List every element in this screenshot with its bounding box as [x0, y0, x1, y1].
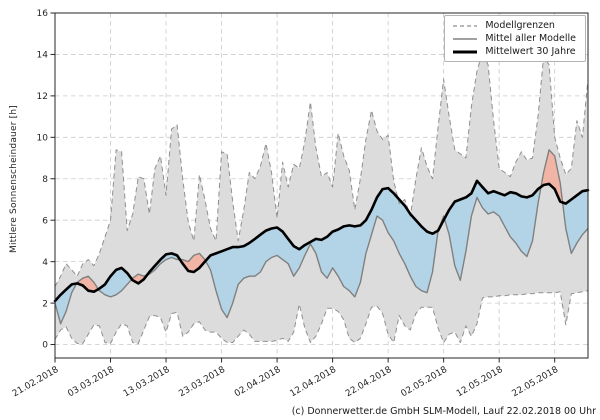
x-tick-label: 23.03.2018	[177, 365, 227, 400]
y-tick-label: 14	[37, 51, 49, 61]
legend-item-30y-mean: Mittelwert 30 Jahre	[452, 46, 576, 57]
x-tick-label: 22.05.2018	[511, 365, 561, 400]
x-tick-label: 02.04.2018	[233, 365, 283, 400]
copyright-caption: (c) Donnerwetter.de GmbH SLM-Modell, Lau…	[291, 406, 596, 417]
x-tick-label: 21.02.2018	[11, 365, 61, 400]
plot-border	[54, 12, 589, 359]
legend-item-model-mean: Mittel aller Modelle	[452, 33, 576, 44]
model-mean-line	[54, 149, 589, 325]
thick-line-swatch-icon	[453, 50, 478, 53]
x-tick-label: 03.03.2018	[66, 365, 116, 400]
x-tick-label: 22.04.2018	[344, 365, 394, 400]
legend-label: Mittel aller Modelle	[485, 33, 576, 44]
climate-mean-line	[53, 179, 590, 303]
below-normal-fill	[55, 180, 588, 324]
y-tick-label: 0	[42, 341, 48, 351]
legend-label: Mittelwert 30 Jahre	[485, 46, 576, 57]
legend: Modellgrenzen Mittel aller Modelle Mitte…	[444, 15, 586, 62]
y-tick-label: 10	[37, 134, 49, 144]
y-tick-label: 12	[37, 92, 48, 102]
x-tick-label: 02.05.2018	[400, 365, 450, 400]
y-tick-label: 16	[37, 9, 49, 19]
y-tick-label: 4	[42, 258, 48, 268]
x-tick-label: 13.03.2018	[122, 365, 172, 400]
y-tick-label: 2	[42, 299, 48, 309]
y-axis-label: Mittlere Sonnenscheindauer [h]	[9, 105, 19, 253]
y-tick-label: 8	[42, 175, 48, 185]
x-tick-label: 12.04.2018	[288, 365, 338, 400]
solid-line-swatch-icon	[453, 37, 478, 40]
above-normal-fill	[55, 149, 588, 301]
y-tick-label: 6	[42, 216, 48, 226]
dashed-line-swatch-icon	[453, 24, 478, 27]
legend-label: Modellgrenzen	[485, 20, 555, 31]
x-tick-label: 12.05.2018	[455, 365, 505, 400]
model-max-line	[54, 51, 589, 287]
legend-item-model-bounds: Modellgrenzen	[452, 20, 576, 31]
model-min-line	[54, 290, 589, 344]
